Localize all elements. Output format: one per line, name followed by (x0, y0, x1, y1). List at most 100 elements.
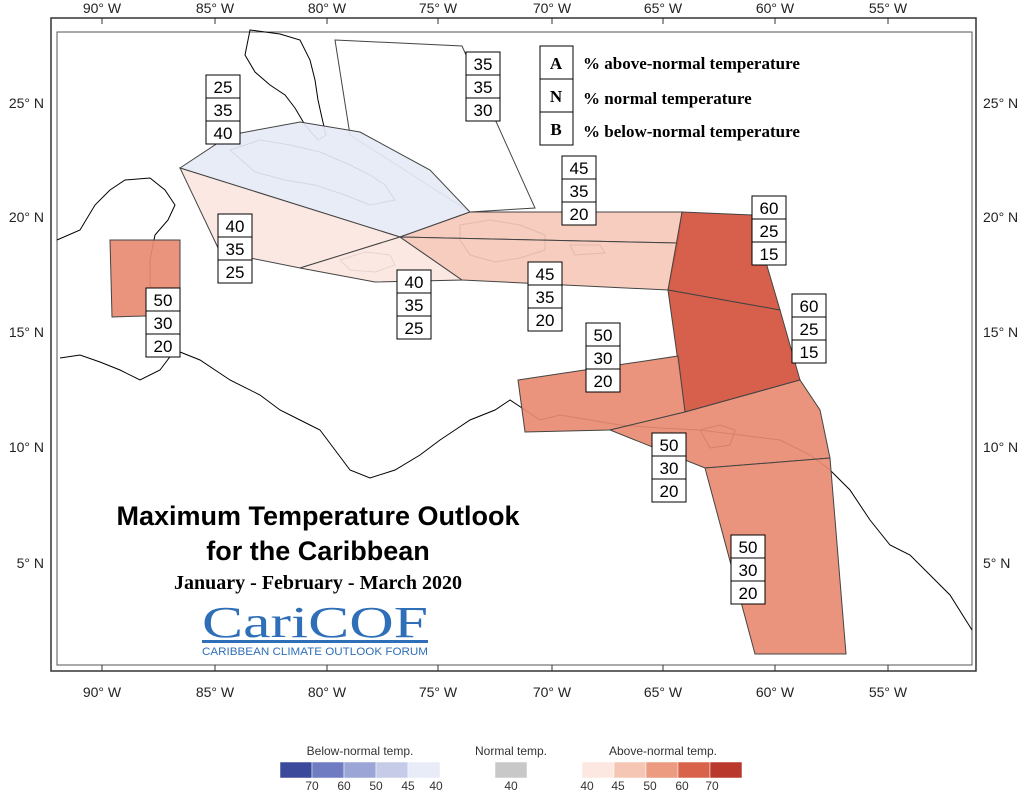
longitude-labels-bottom: 90° W 85° W 80° W 75° W 70° W 65° W 60° W 55° W (83, 665, 908, 700)
prob-value-A: 45 (536, 265, 555, 284)
prob-value-N: 35 (536, 288, 555, 307)
map-frame (50, 17, 977, 672)
prob-value-B: 15 (800, 343, 819, 362)
prob-cell-B (205, 120, 241, 145)
colorbar-swatch (709, 761, 743, 779)
prob-box-jamaica: 40 35 25 (396, 269, 432, 340)
lat-label-left: 10° N (9, 439, 44, 455)
colorbar-tick: 50 (643, 779, 657, 791)
lat-label-right: 10° N (983, 439, 1018, 455)
lat-label-left: 5° N (17, 555, 44, 571)
latitude-labels-left: 25° N 20° N 15° N 10° N 5° N (9, 95, 44, 571)
prob-cell-B (651, 478, 687, 503)
lon-label-top: 55° W (869, 0, 908, 16)
prob-value-N: 25 (800, 320, 819, 339)
legend-text-n: % normal temperature (583, 89, 752, 108)
prob-cell-B (217, 259, 253, 284)
prob-cell-B (145, 333, 181, 358)
prob-value-A: 50 (594, 326, 613, 345)
legend-key-b: B (550, 120, 561, 139)
legend-key-box-b (539, 111, 574, 146)
prob-cell-B (751, 241, 787, 266)
colorbar-tick: 70 (705, 779, 719, 791)
map-title: Maximum Temperature Outlook (116, 501, 520, 531)
lon-label-bottom: 55° W (869, 684, 908, 700)
lon-label-top: 65° W (644, 0, 683, 16)
lon-label-top: 70° W (533, 0, 572, 16)
lon-label-top: 85° W (196, 0, 235, 16)
prob-cell-B (465, 97, 501, 122)
prob-value-B: 20 (536, 311, 555, 330)
lat-label-right: 5° N (983, 555, 1010, 571)
prob-value-B: 20 (660, 482, 679, 501)
prob-value-A: 50 (739, 538, 758, 557)
colorbar-tick: 40 (504, 779, 518, 791)
probability-boxes: 25 35 40 35 35 30 40 35 25 40 35 25 45 35 20 45 35 20 50 30… (145, 51, 827, 605)
lat-label-left: 15° N (9, 324, 44, 340)
colorbar-below-title: Below-normal temp. (307, 744, 414, 758)
prob-value-A: 50 (660, 436, 679, 455)
prob-cell-B (791, 339, 827, 364)
prob-value-A: 60 (760, 199, 779, 218)
prob-value-N: 35 (570, 182, 589, 201)
prob-box-bahamas: 35 35 30 (465, 51, 501, 122)
prob-value-N: 30 (739, 561, 758, 580)
colorbar-swatch (279, 761, 313, 779)
prob-value-A: 60 (800, 297, 819, 316)
lon-label-top: 80° W (308, 0, 347, 16)
map-period: January - February - March 2020 (174, 572, 462, 594)
colorbar-legend: Below-normal temp. Normal temp. Above-no… (279, 744, 743, 791)
prob-cell-B (585, 368, 621, 393)
prob-box-leeward: 60 25 15 (751, 195, 787, 266)
colorbar-swatch (613, 761, 647, 779)
colorbar-swatch (645, 761, 679, 779)
colorbar-swatch (407, 761, 441, 779)
colorbar-tick: 45 (401, 779, 415, 791)
lat-label-right: 15° N (983, 324, 1018, 340)
prob-value-A: 35 (474, 55, 493, 74)
colorbar-swatch (677, 761, 711, 779)
prob-value-B: 20 (739, 584, 758, 603)
lon-label-bottom: 65° W (644, 684, 683, 700)
prob-cell-B (561, 201, 597, 226)
prob-value-B: 40 (214, 124, 233, 143)
colorbar-tick: 50 (369, 779, 383, 791)
prob-value-B: 20 (154, 337, 173, 356)
lat-label-right: 20° N (983, 209, 1018, 225)
colorbar-swatch (494, 761, 528, 779)
lon-label-bottom: 90° W (83, 684, 122, 700)
prob-value-N: 25 (760, 222, 779, 241)
lat-label-left: 20° N (9, 209, 44, 225)
legend-text-a: % above-normal temperature (583, 54, 800, 73)
prob-value-B: 25 (405, 319, 424, 338)
prob-cell-B (730, 580, 766, 605)
prob-box-hispaniola-north: 45 35 20 (561, 155, 597, 226)
latitude-labels-right: 25° N 20° N 15° N 10° N 5° N (983, 95, 1018, 571)
lon-label-top: 60° W (756, 0, 795, 16)
prob-value-A: 40 (226, 217, 245, 236)
logo-subtitle: CARIBBEAN CLIMATE OUTLOOK FORUM (202, 646, 428, 658)
prob-value-B: 20 (594, 372, 613, 391)
lon-label-bottom: 75° W (419, 684, 458, 700)
colorbar-tick: 40 (580, 779, 594, 791)
region-bahamas (334, 39, 536, 213)
caricof-logo: CariCOF CARIBBEAN CLIMATE OUTLOOK FORUM (202, 598, 428, 658)
colorbar-normal-title: Normal temp. (475, 744, 547, 758)
legend-key-box-n (539, 78, 574, 113)
prob-value-N: 35 (226, 240, 245, 259)
colorbar-swatch (311, 761, 345, 779)
lon-label-bottom: 60° W (756, 684, 795, 700)
prob-value-B: 20 (570, 205, 589, 224)
prob-value-N: 35 (474, 78, 493, 97)
lat-label-right: 25° N (983, 95, 1018, 111)
region-guianas (704, 457, 847, 655)
prob-value-A: 50 (154, 291, 173, 310)
lat-label-left: 25° N (9, 95, 44, 111)
legend-key-a: A (550, 54, 563, 73)
colorbar-below: 70 60 50 45 40 (279, 761, 443, 791)
prob-cell-B (396, 315, 432, 340)
prob-value-B: 25 (226, 263, 245, 282)
prob-value-N: 35 (214, 101, 233, 120)
lon-label-bottom: 85° W (196, 684, 235, 700)
